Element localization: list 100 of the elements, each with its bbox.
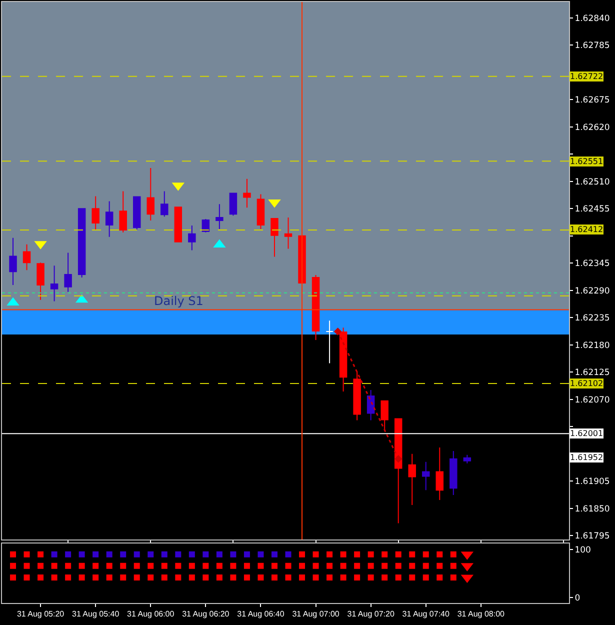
point xyxy=(161,562,168,569)
point xyxy=(271,551,278,558)
x-tick-label: 31 Aug 08:00 xyxy=(457,610,506,619)
y-tick-label: 1.62070 xyxy=(574,395,610,406)
y-tick-label: 1.62125 xyxy=(574,368,610,378)
point xyxy=(175,551,182,558)
x-tick-label: 31 Aug 07:40 xyxy=(402,610,450,619)
point xyxy=(188,562,195,569)
point xyxy=(134,562,140,569)
point xyxy=(422,574,429,580)
point xyxy=(106,574,112,580)
point xyxy=(340,574,346,580)
point xyxy=(120,551,126,558)
point xyxy=(92,551,99,558)
y-tick-label: 1.62345 xyxy=(574,259,610,270)
text: 1.61952 xyxy=(570,453,604,462)
candlestick xyxy=(78,208,86,278)
point xyxy=(92,574,99,580)
point xyxy=(450,562,456,569)
ref-line-label: 1.62551 xyxy=(570,157,604,166)
point xyxy=(161,574,168,580)
point xyxy=(120,562,126,569)
y-tick-label: 1.62180 xyxy=(574,340,610,351)
point xyxy=(216,574,222,580)
point xyxy=(258,551,264,558)
candlestick xyxy=(188,224,196,251)
point xyxy=(216,551,222,558)
candlestick xyxy=(105,200,114,238)
point xyxy=(175,574,182,580)
point xyxy=(65,562,72,569)
point xyxy=(354,562,360,569)
point xyxy=(161,551,168,558)
annotation: Daily S1 xyxy=(154,294,204,308)
point xyxy=(38,574,44,580)
point xyxy=(258,562,264,569)
y-tick-label: 1.62290 xyxy=(574,286,610,296)
point xyxy=(78,574,85,580)
y-tick-label: 1.61905 xyxy=(574,477,610,488)
point xyxy=(92,562,99,569)
candlestick xyxy=(36,262,44,300)
candlestick xyxy=(408,453,416,506)
point xyxy=(106,562,112,569)
point xyxy=(134,574,140,580)
y-tick-label: 1.62235 xyxy=(574,314,610,324)
y-tick-label: 1.61850 xyxy=(574,504,610,514)
candlestick xyxy=(174,206,182,242)
point xyxy=(78,551,85,558)
point xyxy=(299,562,306,569)
x-tick-label: 31 Aug 05:20 xyxy=(16,610,65,619)
point xyxy=(409,574,416,580)
point xyxy=(285,562,292,569)
candlestick xyxy=(50,265,58,302)
point xyxy=(78,562,85,569)
y-tick-label: 1.62620 xyxy=(574,122,610,133)
y-tick-label: 1.62510 xyxy=(574,177,610,188)
x-tick-label: 31 Aug 05:40 xyxy=(72,610,120,619)
point xyxy=(299,574,306,580)
y-tick-label: 100 xyxy=(574,545,591,556)
point xyxy=(216,562,222,569)
point xyxy=(409,562,416,569)
ref-line-label: 1.62722 xyxy=(570,72,604,81)
x-tick-label: 31 Aug 06:00 xyxy=(127,610,175,619)
point xyxy=(106,551,112,558)
point xyxy=(65,551,72,558)
x-tick-label: 31 Aug 07:20 xyxy=(347,610,395,619)
y-tick-label: 1.62785 xyxy=(574,41,610,52)
point xyxy=(10,562,16,569)
point xyxy=(24,574,30,580)
point xyxy=(340,562,346,569)
point xyxy=(38,562,44,569)
point xyxy=(148,562,154,569)
point xyxy=(202,551,209,558)
point xyxy=(312,562,319,569)
point xyxy=(148,574,154,580)
candlestick xyxy=(366,390,375,421)
ref-line-label: 1.62001 xyxy=(570,429,604,438)
candlestick xyxy=(380,400,388,432)
ref-line-label: 1.62102 xyxy=(570,379,604,388)
point xyxy=(175,562,182,569)
point xyxy=(285,551,292,558)
point xyxy=(120,574,126,580)
point xyxy=(258,574,264,580)
point xyxy=(312,574,319,580)
x-tick-label: 31 Aug 07:00 xyxy=(292,610,340,619)
point xyxy=(51,574,58,580)
point xyxy=(326,574,333,580)
point xyxy=(244,562,250,569)
point xyxy=(395,562,402,569)
candlestick xyxy=(9,237,17,286)
candlestick xyxy=(353,370,361,421)
point xyxy=(285,574,292,580)
candlestick xyxy=(64,252,72,292)
point xyxy=(436,574,443,580)
candlestick xyxy=(216,204,224,230)
point xyxy=(202,562,209,569)
candlestick xyxy=(229,192,238,216)
candlestick xyxy=(284,217,292,250)
y-tick-label: 1.62840 xyxy=(574,14,610,24)
point xyxy=(24,562,30,569)
x-tick-label: 31 Aug 06:20 xyxy=(182,610,230,619)
